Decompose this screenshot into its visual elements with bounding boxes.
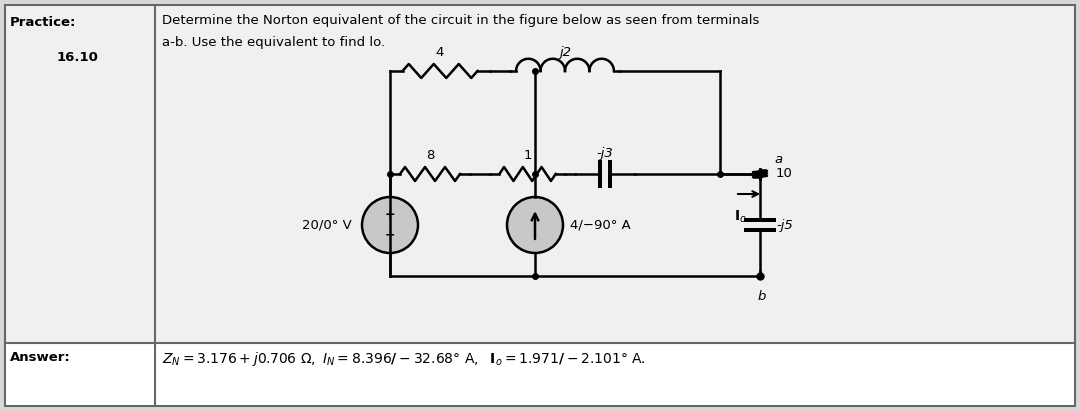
Text: Determine the Norton equivalent of the circuit in the figure below as seen from : Determine the Norton equivalent of the c… [162, 14, 759, 27]
Text: $Z_N = 3.176 + j0.706\ \Omega,\ I_N = 8.396\mathbf{/}-32.68°\ \mathrm{A},\ \ \ma: $Z_N = 3.176 + j0.706\ \Omega,\ I_N = 8.… [162, 350, 646, 368]
Circle shape [362, 197, 418, 253]
Text: a-b. Use the equivalent to find lo.: a-b. Use the equivalent to find lo. [162, 36, 386, 49]
Text: Practice:: Practice: [10, 16, 77, 29]
Text: j2: j2 [559, 46, 571, 59]
Text: $\mathbf{I}_o$: $\mathbf{I}_o$ [733, 209, 746, 225]
Text: 16.10: 16.10 [56, 51, 98, 64]
FancyBboxPatch shape [6, 344, 1074, 405]
Circle shape [507, 197, 563, 253]
Text: 4: 4 [436, 46, 444, 59]
Text: 4/−90° A: 4/−90° A [570, 219, 631, 231]
Text: b: b [758, 290, 766, 303]
Text: -j3: -j3 [596, 147, 613, 160]
Text: 8: 8 [426, 149, 434, 162]
Text: -j5: -j5 [777, 219, 793, 231]
Text: 1: 1 [523, 149, 531, 162]
Text: 20/0° V: 20/0° V [302, 219, 352, 231]
Text: 10: 10 [777, 168, 793, 180]
Text: a: a [774, 153, 782, 166]
Text: −: − [384, 229, 395, 242]
FancyBboxPatch shape [5, 5, 1075, 406]
Text: Answer:: Answer: [10, 351, 71, 364]
Text: +: + [384, 208, 395, 222]
